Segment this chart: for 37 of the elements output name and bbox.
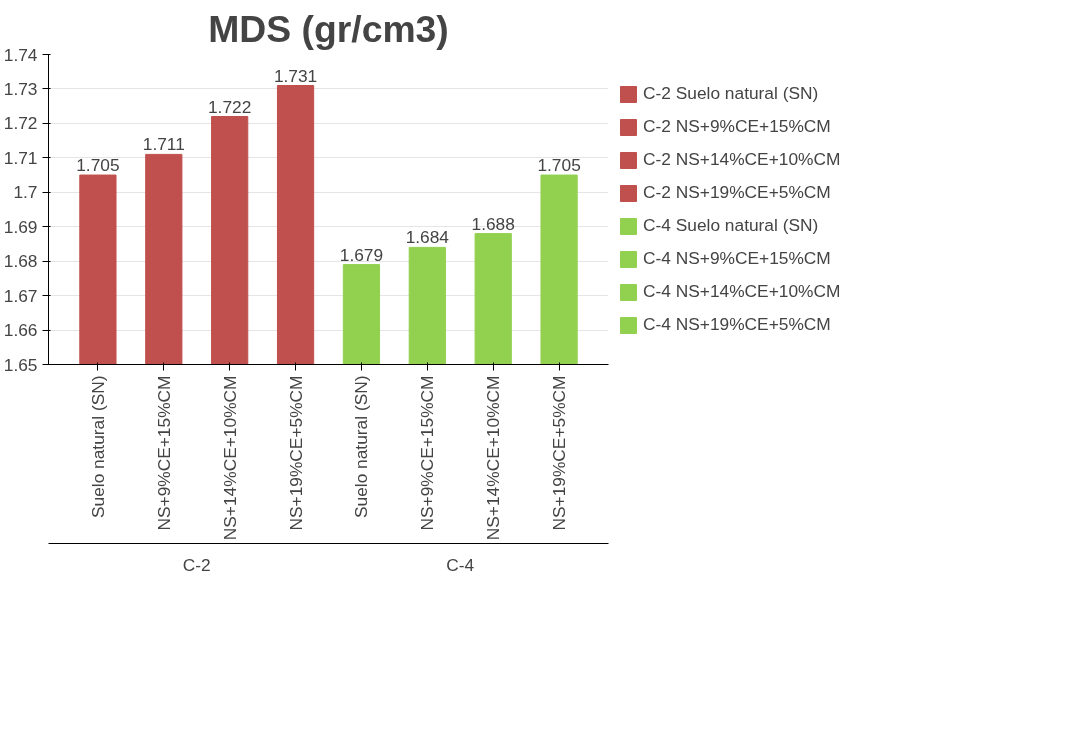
- text: C-4: [446, 554, 475, 575]
- y-tick-label: 1.66: [3, 320, 38, 341]
- x-tick-label: NS+14%CE+10%CM: [483, 375, 504, 541]
- x-tick-label: NS+9%CE+15%CM: [153, 375, 174, 531]
- x-tick-label: NS+19%CE+5%CM: [549, 375, 570, 531]
- y-tick-label: 1.72: [3, 113, 38, 134]
- data-label: 1.679: [339, 244, 384, 265]
- data-label: 1.711: [142, 134, 185, 155]
- data-label: 1.705: [76, 155, 120, 176]
- data-label: 1.722: [208, 96, 252, 117]
- y-tick-label: 1.73: [3, 78, 38, 99]
- x-tick-label: NS+19%CE+5%CM: [285, 375, 306, 531]
- y-tick-label: 1.69: [3, 216, 38, 237]
- y-tick-label: 1.68: [3, 251, 38, 272]
- x-tick-label: Suelo natural (SN): [351, 375, 372, 519]
- y-tick-label: 1.74: [3, 44, 38, 65]
- legend-label: C-4 NS+14%CE+10%CM: [643, 281, 841, 302]
- data-label: 1.731: [273, 65, 318, 86]
- x-tick-label: Suelo natural (SN): [87, 375, 108, 519]
- x-tick-label: NS+9%CE+15%CM: [417, 375, 438, 531]
- y-tick-label: 1.67: [3, 285, 38, 306]
- data-label: 1.688: [471, 213, 515, 234]
- data-label: 1.705: [537, 155, 581, 176]
- legend-label: C-2 NS+14%CE+10%CM: [643, 149, 841, 170]
- legend-label: C-4 NS+9%CE+15%CM: [643, 248, 831, 269]
- legend-label: C-2 Suelo natural (SN): [643, 83, 819, 104]
- chart-title: MDS (gr/cm3): [208, 7, 449, 50]
- x-tick-label: NS+14%CE+10%CM: [219, 375, 240, 541]
- y-tick-label: 1.71: [3, 147, 38, 168]
- legend-label: C-4 NS+19%CE+5%CM: [643, 314, 831, 335]
- legend-label: C-2 NS+9%CE+15%CM: [643, 116, 831, 137]
- text: C-2: [182, 554, 211, 575]
- data-label: 1.684: [405, 227, 450, 248]
- legend-label: C-4 Suelo natural (SN): [643, 215, 819, 236]
- y-tick-label: 1.65: [3, 354, 38, 375]
- y-tick-label: 1.7: [13, 182, 38, 203]
- legend-label: C-2 NS+19%CE+5%CM: [643, 182, 831, 203]
